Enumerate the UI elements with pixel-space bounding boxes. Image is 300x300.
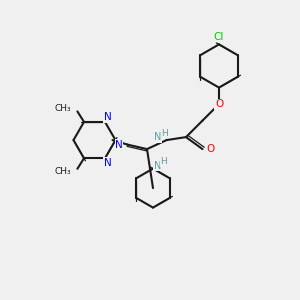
Text: N: N [154, 160, 161, 171]
Text: O: O [215, 99, 223, 109]
Text: N: N [115, 140, 123, 150]
Text: N: N [103, 158, 111, 168]
Text: Cl: Cl [214, 32, 224, 42]
Text: N: N [154, 132, 162, 142]
Text: H: H [160, 158, 167, 166]
Text: N: N [103, 112, 111, 122]
Text: H: H [162, 129, 168, 138]
Text: O: O [207, 144, 215, 154]
Text: CH₃: CH₃ [54, 104, 71, 113]
Text: CH₃: CH₃ [54, 167, 71, 176]
